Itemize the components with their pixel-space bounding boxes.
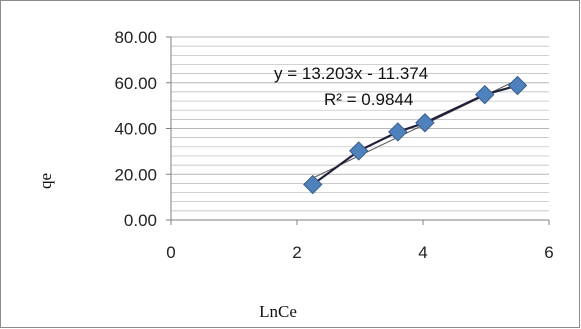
y-axis-title: qe xyxy=(36,173,55,189)
y-tick-label: 40.00 xyxy=(114,120,157,139)
data-point-marker xyxy=(349,141,369,161)
y-tick-label: 0.00 xyxy=(124,211,157,230)
axes xyxy=(166,36,550,225)
y-tick-label: 60.00 xyxy=(114,74,157,93)
x-tick-label: 2 xyxy=(292,243,301,262)
data-points xyxy=(303,75,528,195)
y-tick-label: 80.00 xyxy=(114,28,157,47)
y-tick-labels: 0.00 20.00 40.00 60.00 80.00 xyxy=(114,28,157,230)
trendline-equation: y = 13.203x - 11.374 xyxy=(274,64,428,83)
x-tick-label: 4 xyxy=(418,243,427,262)
y-tick-label: 20.00 xyxy=(114,165,157,184)
data-point-marker xyxy=(303,174,323,195)
data-point-marker xyxy=(415,113,435,133)
r-squared-label: R² = 0.9844 xyxy=(324,90,413,109)
x-tick-labels: 0 2 4 6 xyxy=(166,243,553,262)
data-point-marker xyxy=(475,84,495,105)
x-axis-title: LnCe xyxy=(259,302,297,321)
data-point-marker xyxy=(388,122,408,142)
x-tick-label: 0 xyxy=(166,243,175,262)
x-tick-label: 6 xyxy=(544,243,553,262)
data-point-marker xyxy=(507,75,528,96)
